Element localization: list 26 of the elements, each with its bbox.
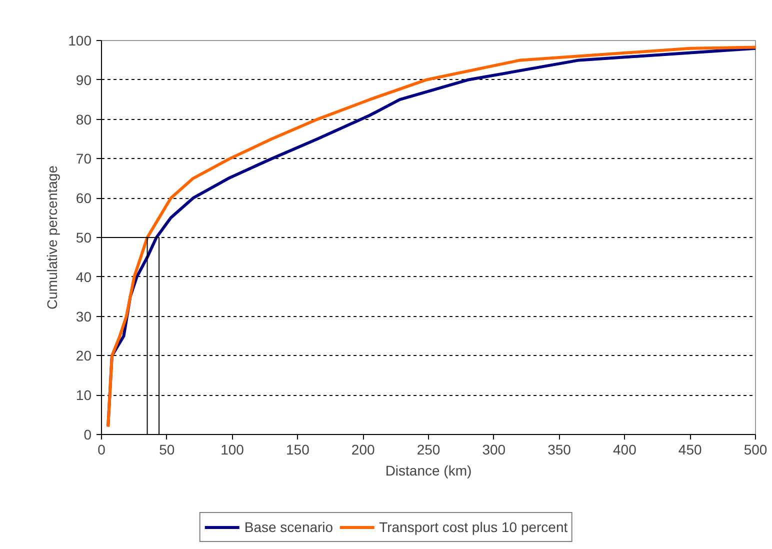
x-tick-label: 300 [482,442,506,458]
x-tick-label: 400 [613,442,637,458]
x-tick-label: 50 [159,442,175,458]
x-tick-label: 0 [98,442,106,458]
y-tick-label: 90 [76,72,92,88]
y-axis-title: Cumulative percentage [44,165,60,310]
x-tick-label: 250 [416,442,440,458]
x-tick-label: 100 [220,442,244,458]
y-tick-label: 60 [76,190,92,206]
y-tick-label: 30 [76,308,92,324]
y-tick-label: 70 [76,150,92,167]
x-tick-label: 350 [548,442,572,458]
legend-label: Base scenario [244,519,334,535]
legend-label: Transport cost plus 10 percent [379,519,568,535]
x-axis-title: Distance (km) [385,462,472,478]
y-tick-label: 100 [68,32,92,48]
x-tick-label: 500 [744,442,768,458]
y-tick-label: 80 [76,111,92,128]
x-tick-label: 200 [351,442,375,458]
x-tick-label: 450 [678,442,702,458]
x-tick-label: 150 [286,442,310,458]
y-tick-label: 40 [76,268,92,285]
y-tick-label: 20 [76,348,92,364]
y-tick-label: 10 [76,387,92,404]
y-tick-label: 50 [76,230,92,246]
y-tick-label: 0 [84,426,92,442]
